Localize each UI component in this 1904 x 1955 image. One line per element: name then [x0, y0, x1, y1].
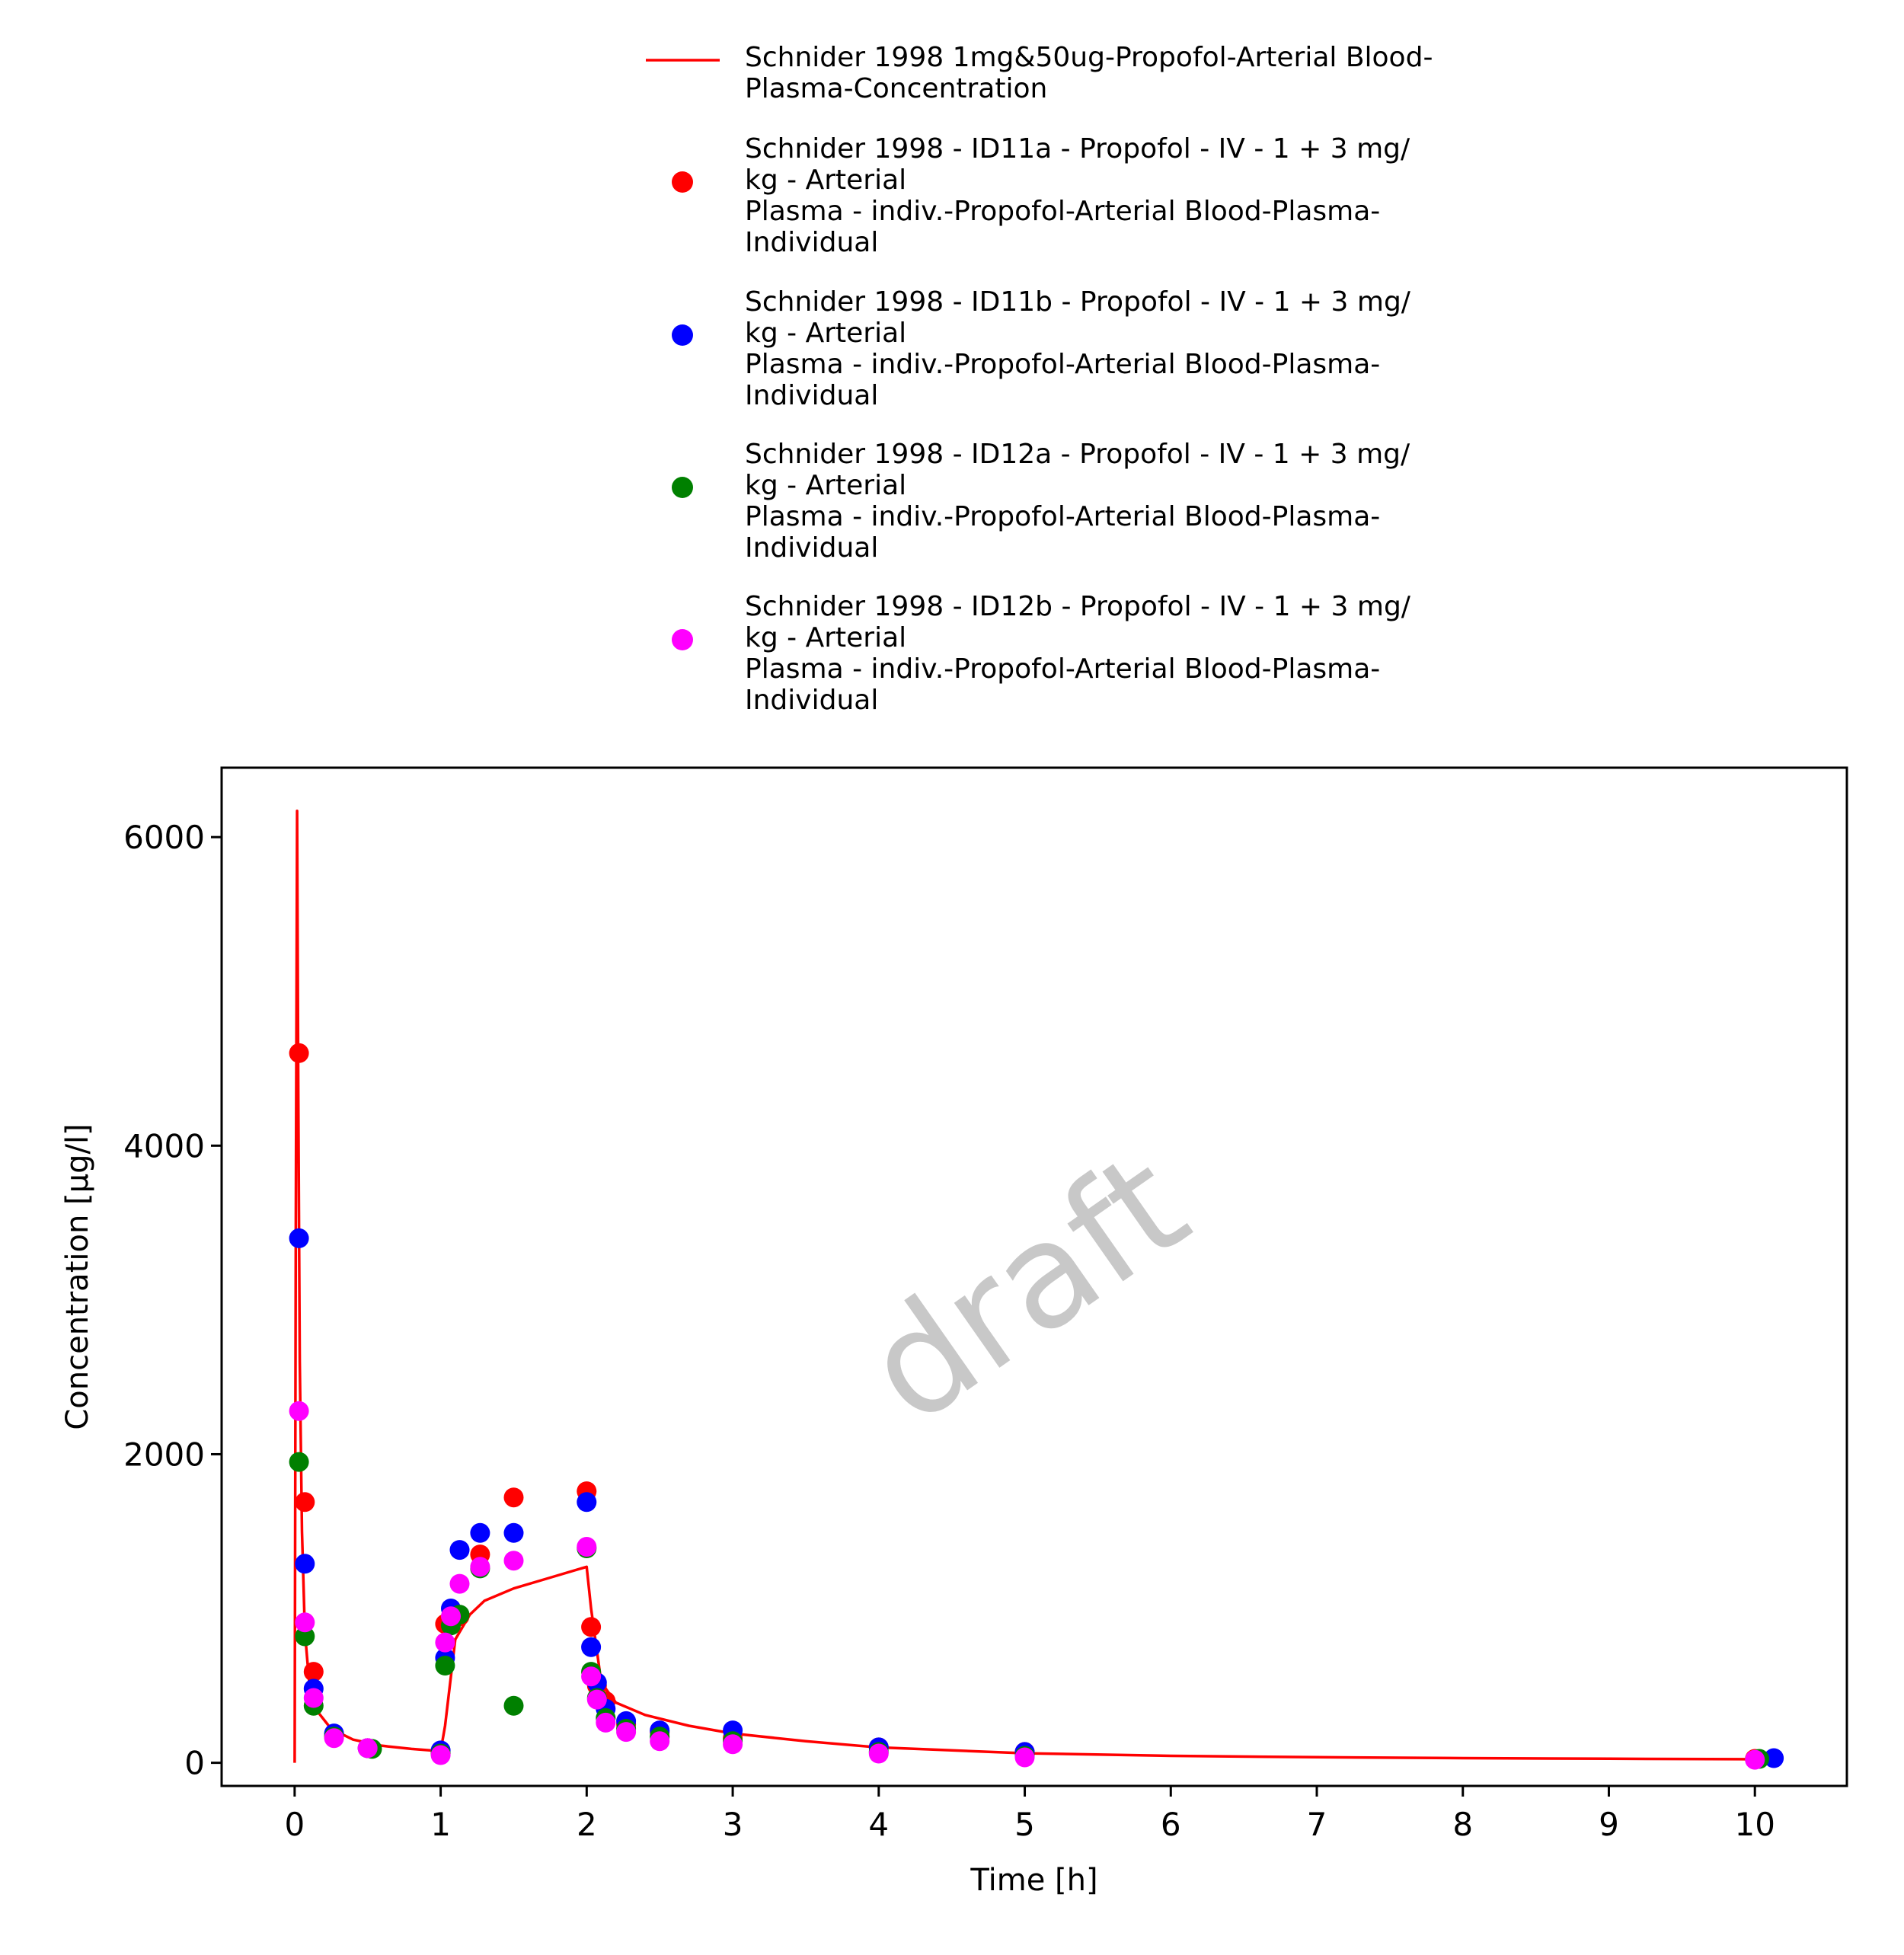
- legend: Schnider 1998 1mg&50ug-Propofol-Arterial…: [646, 42, 1433, 716]
- legend-label: Individual: [745, 227, 878, 258]
- data-point: [503, 1487, 524, 1508]
- x-axis-label: Time [h]: [970, 1863, 1097, 1898]
- plot-area: [220, 766, 1848, 1787]
- y-tick-label: 0: [184, 1745, 205, 1782]
- data-point: [303, 1688, 324, 1708]
- x-tick-label: 9: [1599, 1806, 1619, 1843]
- legend-entry: Schnider 1998 - ID11a - Propofol - IV - …: [672, 133, 1410, 258]
- series-line-simulation: [293, 809, 1755, 1763]
- legend-key-marker: [672, 629, 693, 650]
- y-tick-label: 4000: [123, 1127, 205, 1164]
- legend-label: Individual: [745, 685, 878, 716]
- data-point: [581, 1637, 602, 1657]
- legend-label: Plasma - indiv.-Propofol-Arterial Blood-…: [745, 349, 1380, 380]
- x-tick-label: 5: [1014, 1806, 1035, 1843]
- data-point: [449, 1573, 470, 1594]
- data-point: [581, 1666, 602, 1687]
- legend-label: Schnider 1998 1mg&50ug-Propofol-Arterial…: [745, 42, 1433, 73]
- legend-entry: Schnider 1998 - ID12b - Propofol - IV - …: [672, 591, 1411, 716]
- y-axis: 0 2000 4000 6000: [123, 819, 222, 1782]
- x-tick-label: 3: [723, 1806, 743, 1843]
- legend-label: kg - Arterial: [745, 318, 906, 349]
- data-point: [289, 1452, 309, 1472]
- data-point: [449, 1540, 470, 1560]
- legend-label: Schnider 1998 - ID11b - Propofol - IV - …: [745, 286, 1411, 318]
- data-point: [303, 1662, 324, 1682]
- legend-label: Individual: [745, 532, 878, 564]
- data-point: [289, 1401, 309, 1421]
- data-point: [581, 1617, 602, 1637]
- data-point: [1764, 1748, 1784, 1768]
- data-point: [1014, 1747, 1035, 1768]
- data-point: [723, 1734, 743, 1755]
- y-axis-label: Concentration [µg/l]: [60, 1123, 95, 1430]
- data-point: [324, 1728, 344, 1749]
- legend-label: kg - Arterial: [745, 622, 906, 653]
- data-point: [357, 1738, 378, 1759]
- data-point: [289, 1043, 309, 1063]
- x-tick-label: 4: [868, 1806, 889, 1843]
- data-point: [596, 1712, 616, 1733]
- x-tick-label: 7: [1307, 1806, 1327, 1843]
- data-point: [430, 1745, 451, 1765]
- data-point: [586, 1689, 607, 1710]
- data-point: [650, 1731, 670, 1752]
- data-point: [577, 1492, 597, 1513]
- x-tick-label: 8: [1452, 1806, 1473, 1843]
- x-tick-label: 0: [284, 1806, 305, 1843]
- data-point: [435, 1656, 455, 1675]
- legend-entry: Schnider 1998 - ID12a - Propofol - IV - …: [672, 439, 1410, 564]
- data-point: [470, 1557, 490, 1577]
- data-point: [503, 1551, 524, 1571]
- data-point: [616, 1722, 637, 1743]
- x-tick-label: 2: [577, 1806, 597, 1843]
- legend-label: kg - Arterial: [745, 470, 906, 501]
- watermark: draft: [836, 1120, 1216, 1456]
- data-point: [868, 1743, 889, 1764]
- legend-label: Schnider 1998 - ID11a - Propofol - IV - …: [745, 133, 1410, 165]
- legend-label: kg - Arterial: [745, 165, 906, 196]
- legend-label: Plasma - indiv.-Propofol-Arterial Blood-…: [745, 196, 1380, 227]
- data-point: [470, 1522, 490, 1543]
- data-point: [503, 1522, 524, 1543]
- legend-key-marker: [672, 477, 693, 498]
- legend-label: Schnider 1998 - ID12a - Propofol - IV - …: [745, 439, 1410, 470]
- data-point: [295, 1626, 315, 1647]
- data-point: [295, 1492, 315, 1513]
- data-point: [503, 1695, 524, 1716]
- series-points-1: [289, 1043, 1765, 1769]
- x-axis: 0 1 2 3 4 5 6 7 8 9 10: [284, 1786, 1775, 1843]
- legend-entry: Schnider 1998 - ID11b - Propofol - IV - …: [672, 286, 1411, 411]
- y-tick-label: 6000: [123, 819, 205, 856]
- legend-key-marker: [672, 324, 693, 346]
- series-points-4: [289, 1401, 1765, 1770]
- data-point: [295, 1612, 315, 1633]
- legend-label: Plasma - indiv.-Propofol-Arterial Blood-…: [745, 501, 1380, 532]
- x-tick-label: 6: [1161, 1806, 1181, 1843]
- legend-key-marker: [672, 171, 693, 193]
- legend-label: Individual: [745, 380, 878, 411]
- data-point: [295, 1554, 315, 1574]
- data-point: [441, 1606, 461, 1627]
- data-point: [289, 1228, 309, 1248]
- data-point: [1745, 1749, 1765, 1770]
- y-tick-label: 2000: [123, 1436, 205, 1473]
- data-point: [435, 1632, 455, 1653]
- legend-entry: Schnider 1998 1mg&50ug-Propofol-Arterial…: [646, 42, 1433, 104]
- series-layer: [289, 809, 1784, 1770]
- x-tick-label: 10: [1734, 1806, 1775, 1843]
- x-tick-label: 1: [430, 1806, 451, 1843]
- legend-label: Plasma - indiv.-Propofol-Arterial Blood-…: [745, 653, 1380, 685]
- legend-label: Schnider 1998 - ID12b - Propofol - IV - …: [745, 591, 1411, 622]
- data-point: [577, 1537, 597, 1557]
- legend-label: Plasma-Concentration: [745, 73, 1047, 104]
